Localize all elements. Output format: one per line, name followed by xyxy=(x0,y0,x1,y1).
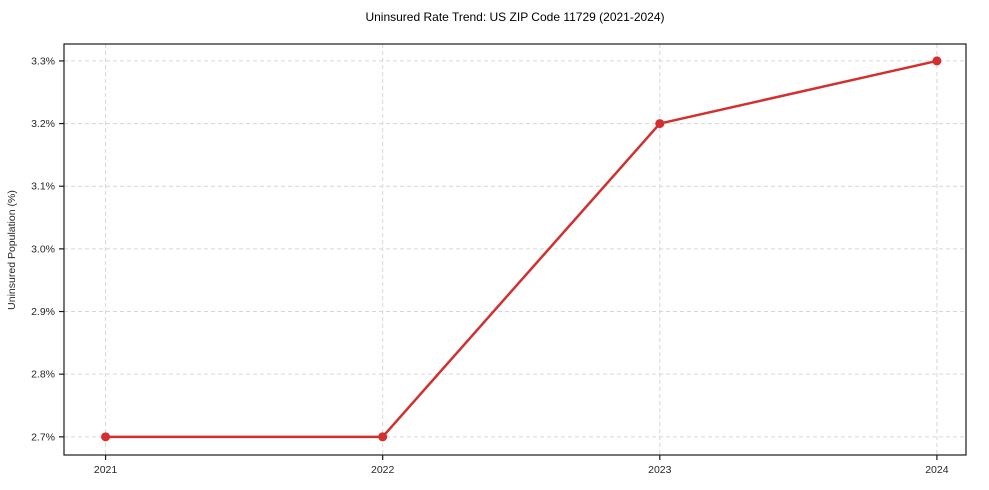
y-tick-label: 2.8% xyxy=(31,369,55,381)
data-point xyxy=(378,432,388,442)
tick-marks-group xyxy=(59,60,938,460)
data-point xyxy=(655,119,665,129)
chart-title: Uninsured Rate Trend: US ZIP Code 11729 … xyxy=(365,10,664,24)
series-group xyxy=(101,56,942,442)
y-axis-label: Uninsured Population (%) xyxy=(6,190,18,310)
plot-border xyxy=(63,43,967,456)
x-tick-label: 2023 xyxy=(648,464,672,476)
y-tick-label: 3.0% xyxy=(31,243,55,255)
y-tick-label: 3.1% xyxy=(31,181,55,193)
x-tick-label: 2024 xyxy=(925,464,949,476)
gridlines-group xyxy=(64,44,966,455)
data-point xyxy=(932,56,942,66)
y-tick-label: 2.9% xyxy=(31,306,55,318)
tick-labels-group: 2.7% 2.8% 2.9% 3.0% 3.1% 3.2% 3.3% 2021 2022 2023… xyxy=(31,55,949,476)
y-tick-label: 3.3% xyxy=(31,55,55,67)
x-tick-label: 2021 xyxy=(94,464,118,476)
y-tick-label: 2.7% xyxy=(31,431,55,443)
data-point xyxy=(101,432,111,442)
x-tick-label: 2022 xyxy=(371,464,395,476)
series-line xyxy=(104,59,939,439)
y-tick-label: 3.2% xyxy=(31,118,55,130)
